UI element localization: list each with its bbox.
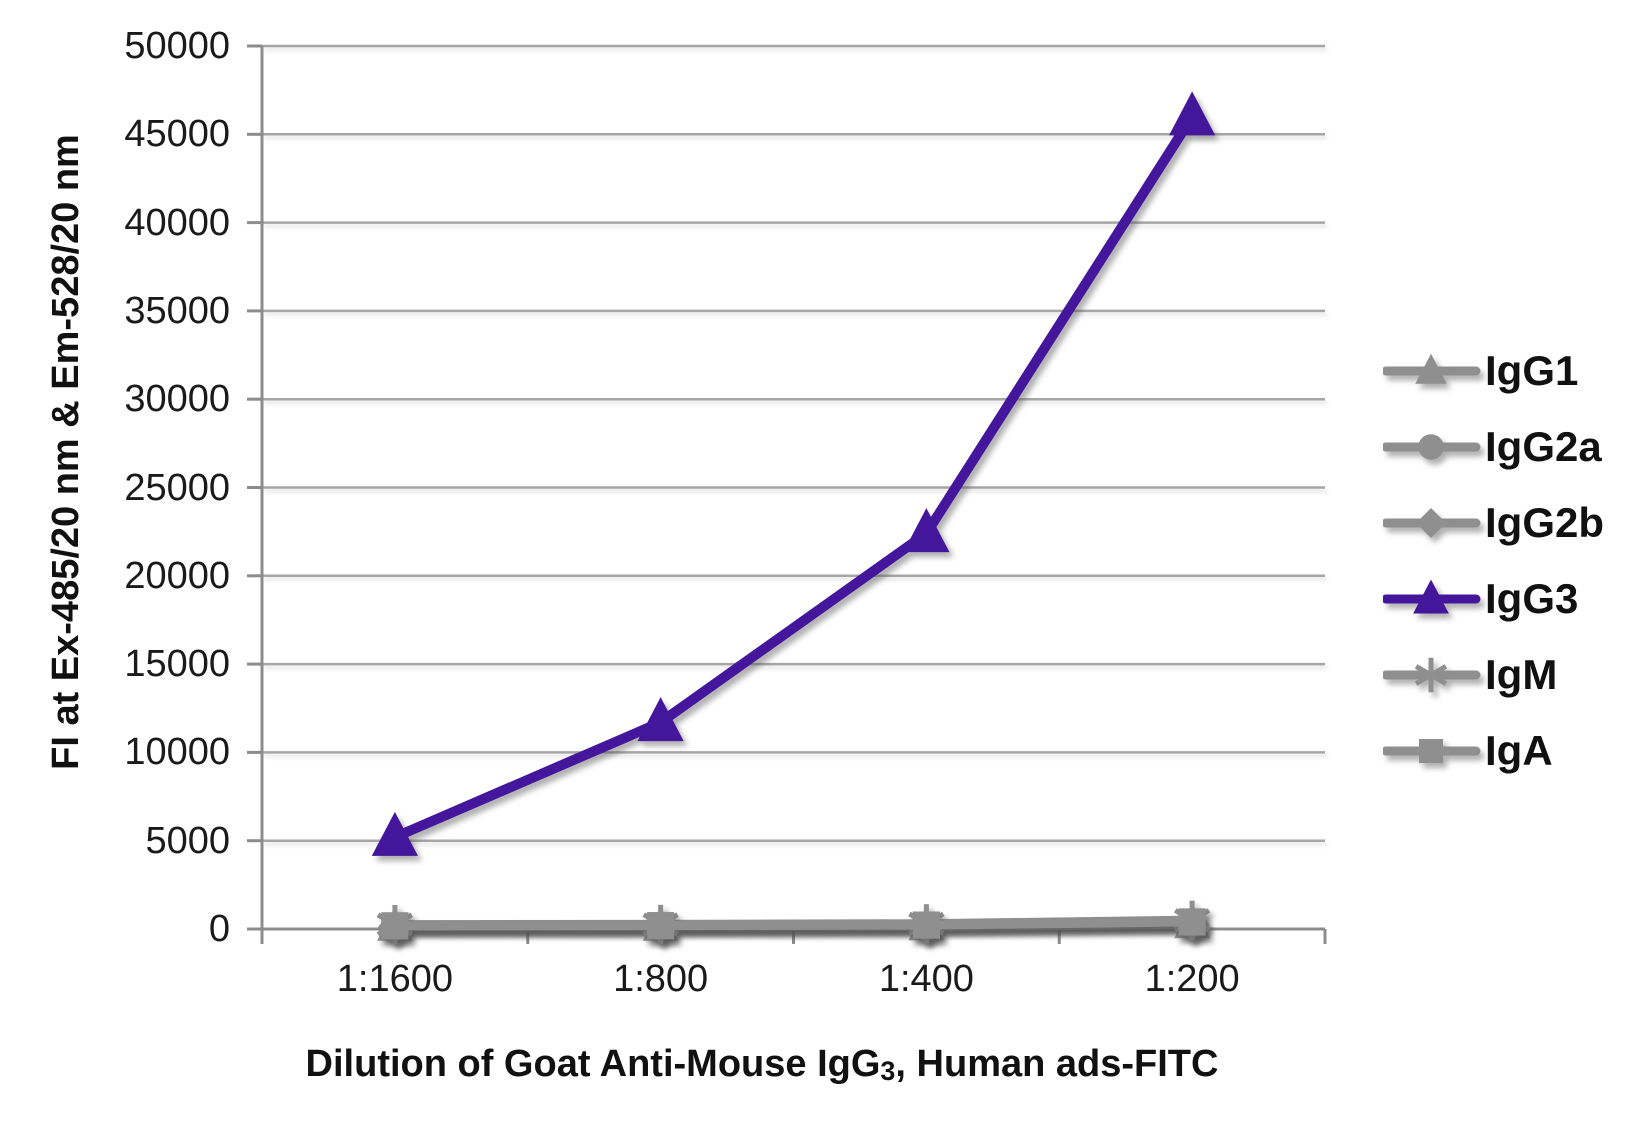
diamond-marker [1416,508,1446,538]
legend-label: IgG2a [1485,423,1602,470]
y-tick-label: 15000 [124,643,230,686]
series-IgA [381,908,1206,940]
legend-marker-diamond [1383,508,1481,538]
y-tick-label: 35000 [124,289,230,332]
series-line [394,917,1193,931]
legend-marker-triangle [1383,579,1481,614]
x-axis-title: Dilution of Goat Anti-Mouse IgG3, Human … [162,1036,1362,1092]
square-marker [381,912,409,940]
legend-marker-triangle [1383,353,1481,384]
series-line [392,113,1197,842]
y-tick-label: 30000 [124,378,230,421]
y-tick-label: 45000 [124,113,230,156]
y-tick-label: 25000 [124,466,230,509]
x-axis-title-main: Dilution of Goat Anti-Mouse IgG [305,1043,881,1085]
circle-marker [1418,434,1444,460]
y-tick-label: 10000 [124,731,230,774]
x-axis-title-tail: , Human ads-FITC [895,1043,1219,1085]
axes [247,44,1327,944]
legend-marker-group [1419,739,1443,763]
legend-marker-square [1383,739,1481,763]
y-axis-title: FI at Ex-485/20 nm & Em-528/20 nm [45,134,87,770]
triangle-marker [1413,579,1449,614]
legend-item-IgG1: IgG1 [1383,333,1604,409]
square-marker [647,912,675,940]
series-IgG3 [371,91,1216,856]
y-tick-label: 0 [208,908,230,950]
x-tick-label: 1:400 [878,958,974,1000]
triangle-marker [637,697,684,742]
asterisk-marker [1414,664,1448,686]
square-marker [1178,908,1206,936]
legend: IgG1 IgG2a IgG2b IgG3 IgM IgA [1383,333,1604,789]
x-tick-label: 1:200 [1144,958,1240,1000]
x-axis-title-subscript: 3 [880,1056,896,1086]
y-tick-label: 40000 [124,201,230,244]
gridlines [262,44,1325,842]
legend-marker-group [1413,579,1449,614]
legend-marker-group [1416,508,1446,538]
legend-item-IgG2a: IgG2a [1383,409,1604,485]
triangle-marker [1415,353,1447,384]
y-tick-label: 20000 [124,554,230,597]
legend-label: IgG3 [1485,575,1579,622]
legend-marker-circle [1383,434,1481,460]
legend-marker-group [1415,353,1447,384]
x-tick-label: 1:800 [613,958,709,1000]
legend-item-IgM: IgM [1383,637,1604,713]
legend-marker-group [1414,657,1448,693]
square-marker [1419,739,1443,763]
triangle-marker [903,508,950,553]
y-tick-label: 50000 [124,25,230,67]
legend-item-IgA: IgA [1383,713,1604,789]
triangle-marker [1169,91,1216,136]
square-marker [912,911,940,939]
legend-label: IgG2b [1485,499,1605,546]
legend-label: IgM [1485,651,1558,698]
x-tick-label: 1:1600 [336,958,453,1000]
legend-label: IgG1 [1485,347,1579,394]
triangle-marker [371,811,418,856]
legend-marker-asterisk [1383,657,1481,693]
legend-marker-group [1418,434,1444,460]
legend-item-IgG3: IgG3 [1383,561,1604,637]
legend-label: IgA [1485,727,1553,774]
y-tick-label: 5000 [145,819,230,862]
legend-item-IgG2b: IgG2b [1383,485,1604,561]
